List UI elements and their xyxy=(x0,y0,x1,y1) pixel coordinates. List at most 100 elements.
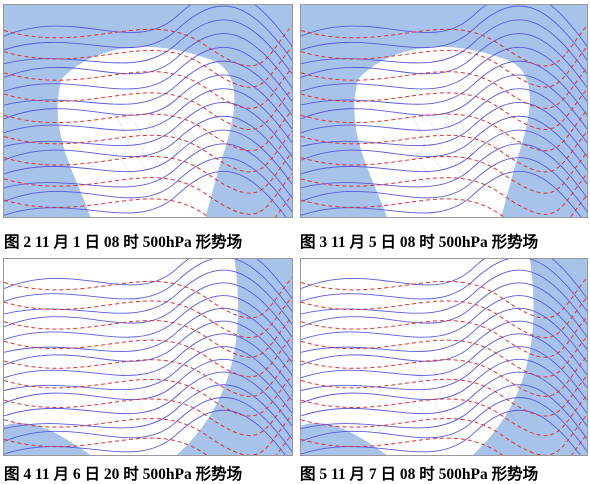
boundary xyxy=(147,121,169,176)
temperature-contour xyxy=(301,375,587,417)
temperature-contour xyxy=(301,67,587,109)
temperature-contour xyxy=(301,194,587,217)
boundary xyxy=(147,366,169,421)
weather-map xyxy=(4,259,292,455)
temperature-contour xyxy=(4,131,292,173)
height-contour xyxy=(4,397,292,452)
height-contour xyxy=(301,143,587,199)
figure-caption: 图 2 11 月 1 日 08 时 500hPa 形势场 xyxy=(4,234,243,251)
height-contour xyxy=(301,320,587,376)
temperature-contour xyxy=(4,109,292,152)
land xyxy=(57,46,235,217)
temperature-contour xyxy=(301,109,587,152)
temperature-contour xyxy=(301,25,587,67)
temperature-contour xyxy=(301,394,587,436)
height-contour xyxy=(301,33,587,88)
height-contour xyxy=(301,46,587,102)
height-contour xyxy=(301,259,587,312)
height-contour xyxy=(4,384,292,440)
temperature-contour xyxy=(4,355,292,397)
height-contour xyxy=(4,60,292,116)
height-contour xyxy=(301,295,587,350)
weather-map xyxy=(301,259,587,455)
height-contour xyxy=(301,259,587,299)
height-contour xyxy=(301,74,587,130)
temperature-contour xyxy=(4,194,292,217)
temperature-contour xyxy=(301,355,587,397)
land xyxy=(354,46,530,217)
weather-map xyxy=(301,5,587,217)
ocean xyxy=(472,259,587,455)
height-contour xyxy=(4,88,292,143)
temperature-contour xyxy=(301,336,587,378)
height-contour xyxy=(4,5,292,61)
height-contour xyxy=(4,333,292,389)
temperature-contour xyxy=(4,152,292,194)
height-contour xyxy=(301,358,587,414)
height-contour xyxy=(301,282,587,338)
height-contour xyxy=(4,46,292,102)
temperature-contour xyxy=(4,316,292,358)
temperature-contour xyxy=(301,88,587,130)
height-contour xyxy=(301,129,587,185)
temperature-contour xyxy=(301,316,587,358)
height-contour xyxy=(4,115,292,171)
height-contour xyxy=(4,259,292,312)
height-contour xyxy=(301,60,587,116)
height-contour xyxy=(4,102,292,157)
temperature-contour xyxy=(301,277,587,319)
temperature-contour xyxy=(4,434,292,455)
height-contour xyxy=(301,333,587,389)
temperature-contour xyxy=(301,434,587,455)
height-contour xyxy=(301,170,582,217)
ocean xyxy=(176,259,292,455)
height-contour xyxy=(4,5,292,47)
temperature-contour xyxy=(4,296,292,338)
temperature-contour xyxy=(301,414,587,455)
figure-caption: 图 4 11 月 6 日 20 时 500hPa 形势场 xyxy=(4,466,243,483)
temperature-contour xyxy=(301,131,587,173)
temperature-contour xyxy=(301,173,587,215)
temperature-contour xyxy=(4,394,292,436)
boundary xyxy=(443,121,465,176)
height-contour xyxy=(4,33,292,88)
temperature-contour xyxy=(4,46,292,88)
height-contour xyxy=(4,346,292,401)
height-contour xyxy=(301,88,587,143)
height-contour xyxy=(4,157,292,212)
boundary xyxy=(443,366,465,421)
figure-caption: 图 5 11 月 7 日 08 时 500hPa 形势场 xyxy=(300,466,539,483)
height-contour xyxy=(4,143,292,199)
height-contour xyxy=(4,129,292,185)
temperature-contour xyxy=(301,296,587,338)
height-contour xyxy=(4,259,292,299)
height-contour xyxy=(301,371,587,427)
map-panel xyxy=(300,258,588,456)
temperature-contour xyxy=(4,336,292,378)
height-contour xyxy=(4,282,292,338)
map-panel xyxy=(3,258,293,456)
temperature-contour xyxy=(4,277,292,319)
map-panel xyxy=(3,4,293,218)
height-contour xyxy=(4,371,292,427)
temperature-contour xyxy=(301,46,587,88)
height-contour xyxy=(4,170,287,217)
map-panel xyxy=(300,4,588,218)
height-contour xyxy=(301,102,587,157)
temperature-contour xyxy=(301,152,587,194)
temperature-contour xyxy=(4,375,292,417)
height-contour xyxy=(301,307,587,363)
height-contour xyxy=(4,320,292,376)
temperature-contour xyxy=(4,67,292,109)
temperature-contour xyxy=(4,88,292,130)
temperature-contour xyxy=(4,414,292,455)
height-contour xyxy=(301,346,587,401)
height-contour xyxy=(301,397,587,452)
height-contour xyxy=(301,115,587,171)
figure-caption: 图 3 11 月 5 日 08 时 500hPa 形势场 xyxy=(300,234,539,251)
height-contour xyxy=(301,157,587,212)
height-contour xyxy=(4,295,292,350)
temperature-contour xyxy=(4,173,292,215)
height-contour xyxy=(301,384,587,440)
height-contour xyxy=(301,5,587,61)
